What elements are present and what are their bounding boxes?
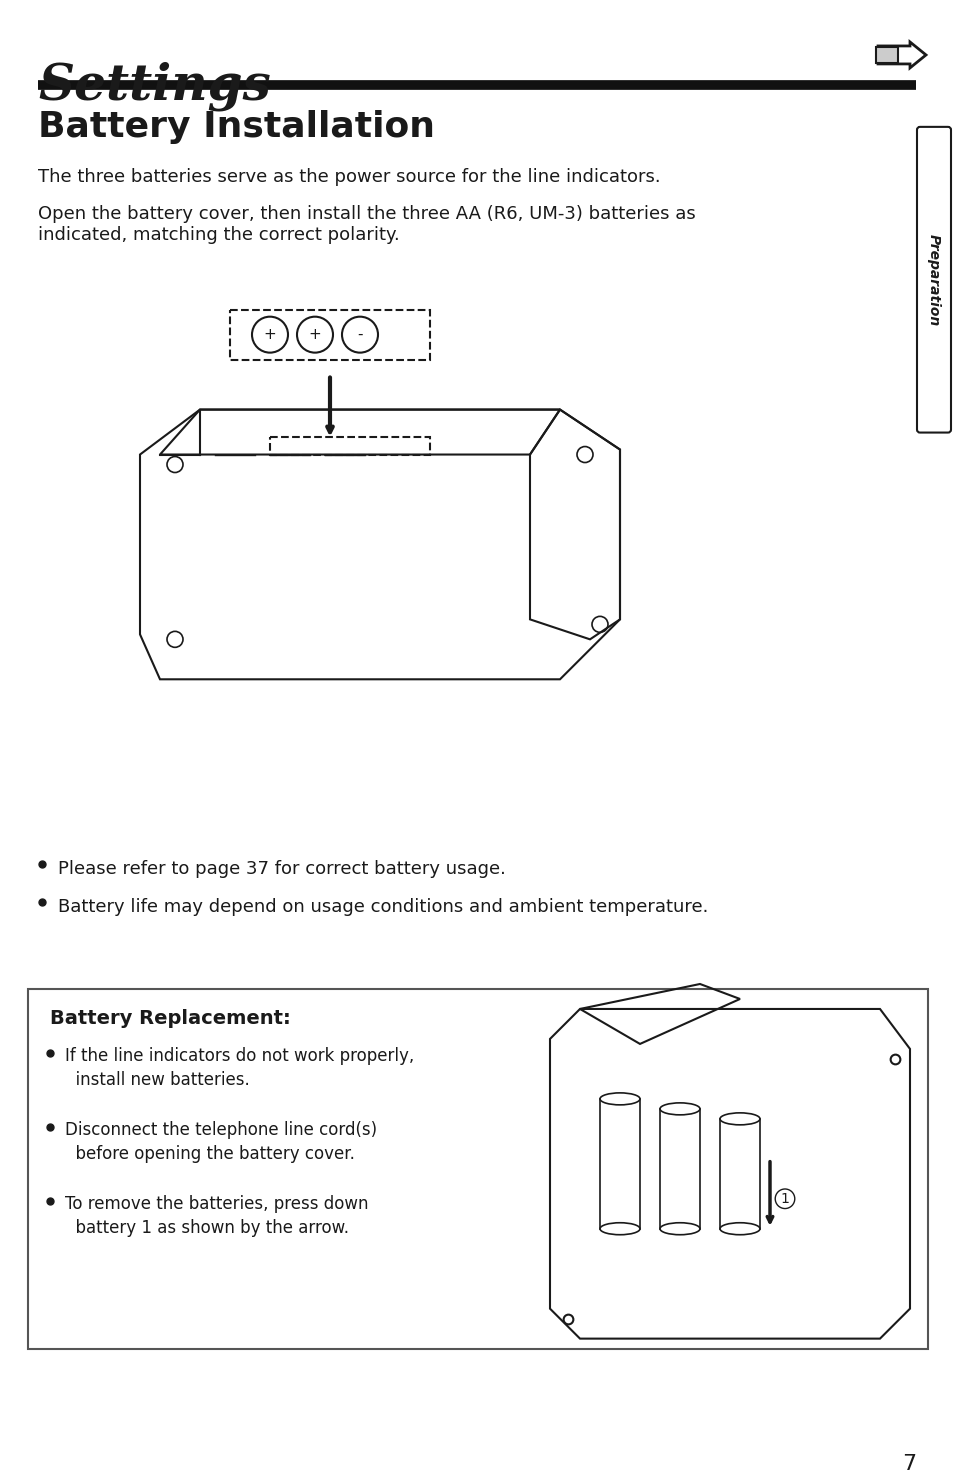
FancyArrow shape [877, 41, 925, 68]
Bar [28, 989, 927, 1349]
Text: install new batteries.: install new batteries. [65, 1071, 250, 1089]
Text: +: + [309, 327, 321, 342]
Text: Disconnect the telephone line cord(s): Disconnect the telephone line cord(s) [65, 1121, 376, 1139]
Text: If the line indicators do not work properly,: If the line indicators do not work prope… [65, 1047, 414, 1065]
Text: battery 1 as shown by the arrow.: battery 1 as shown by the arrow. [65, 1219, 349, 1236]
Text: Settings: Settings [38, 62, 271, 111]
Text: The three batteries serve as the power source for the line indicators.: The three batteries serve as the power s… [38, 167, 659, 186]
Text: Please refer to page 37 for correct battery usage.: Please refer to page 37 for correct batt… [58, 861, 505, 879]
FancyBboxPatch shape [916, 127, 950, 432]
Text: To remove the batteries, press down: To remove the batteries, press down [65, 1195, 368, 1213]
Text: Battery Replacement:: Battery Replacement: [50, 1009, 291, 1028]
Text: +: + [263, 327, 276, 342]
Text: -: - [356, 327, 362, 342]
Bar [875, 47, 897, 64]
Text: Open the battery cover, then install the three AA (R6, UM-3) batteries as
indica: Open the battery cover, then install the… [38, 204, 695, 244]
Text: Battery life may depend on usage conditions and ambient temperature.: Battery life may depend on usage conditi… [58, 898, 708, 916]
Text: Preparation: Preparation [926, 234, 940, 325]
Text: before opening the battery cover.: before opening the battery cover. [65, 1145, 355, 1162]
Text: 7: 7 [901, 1454, 915, 1473]
Text: Battery Installation: Battery Installation [38, 109, 435, 143]
Text: 1: 1 [780, 1192, 789, 1205]
